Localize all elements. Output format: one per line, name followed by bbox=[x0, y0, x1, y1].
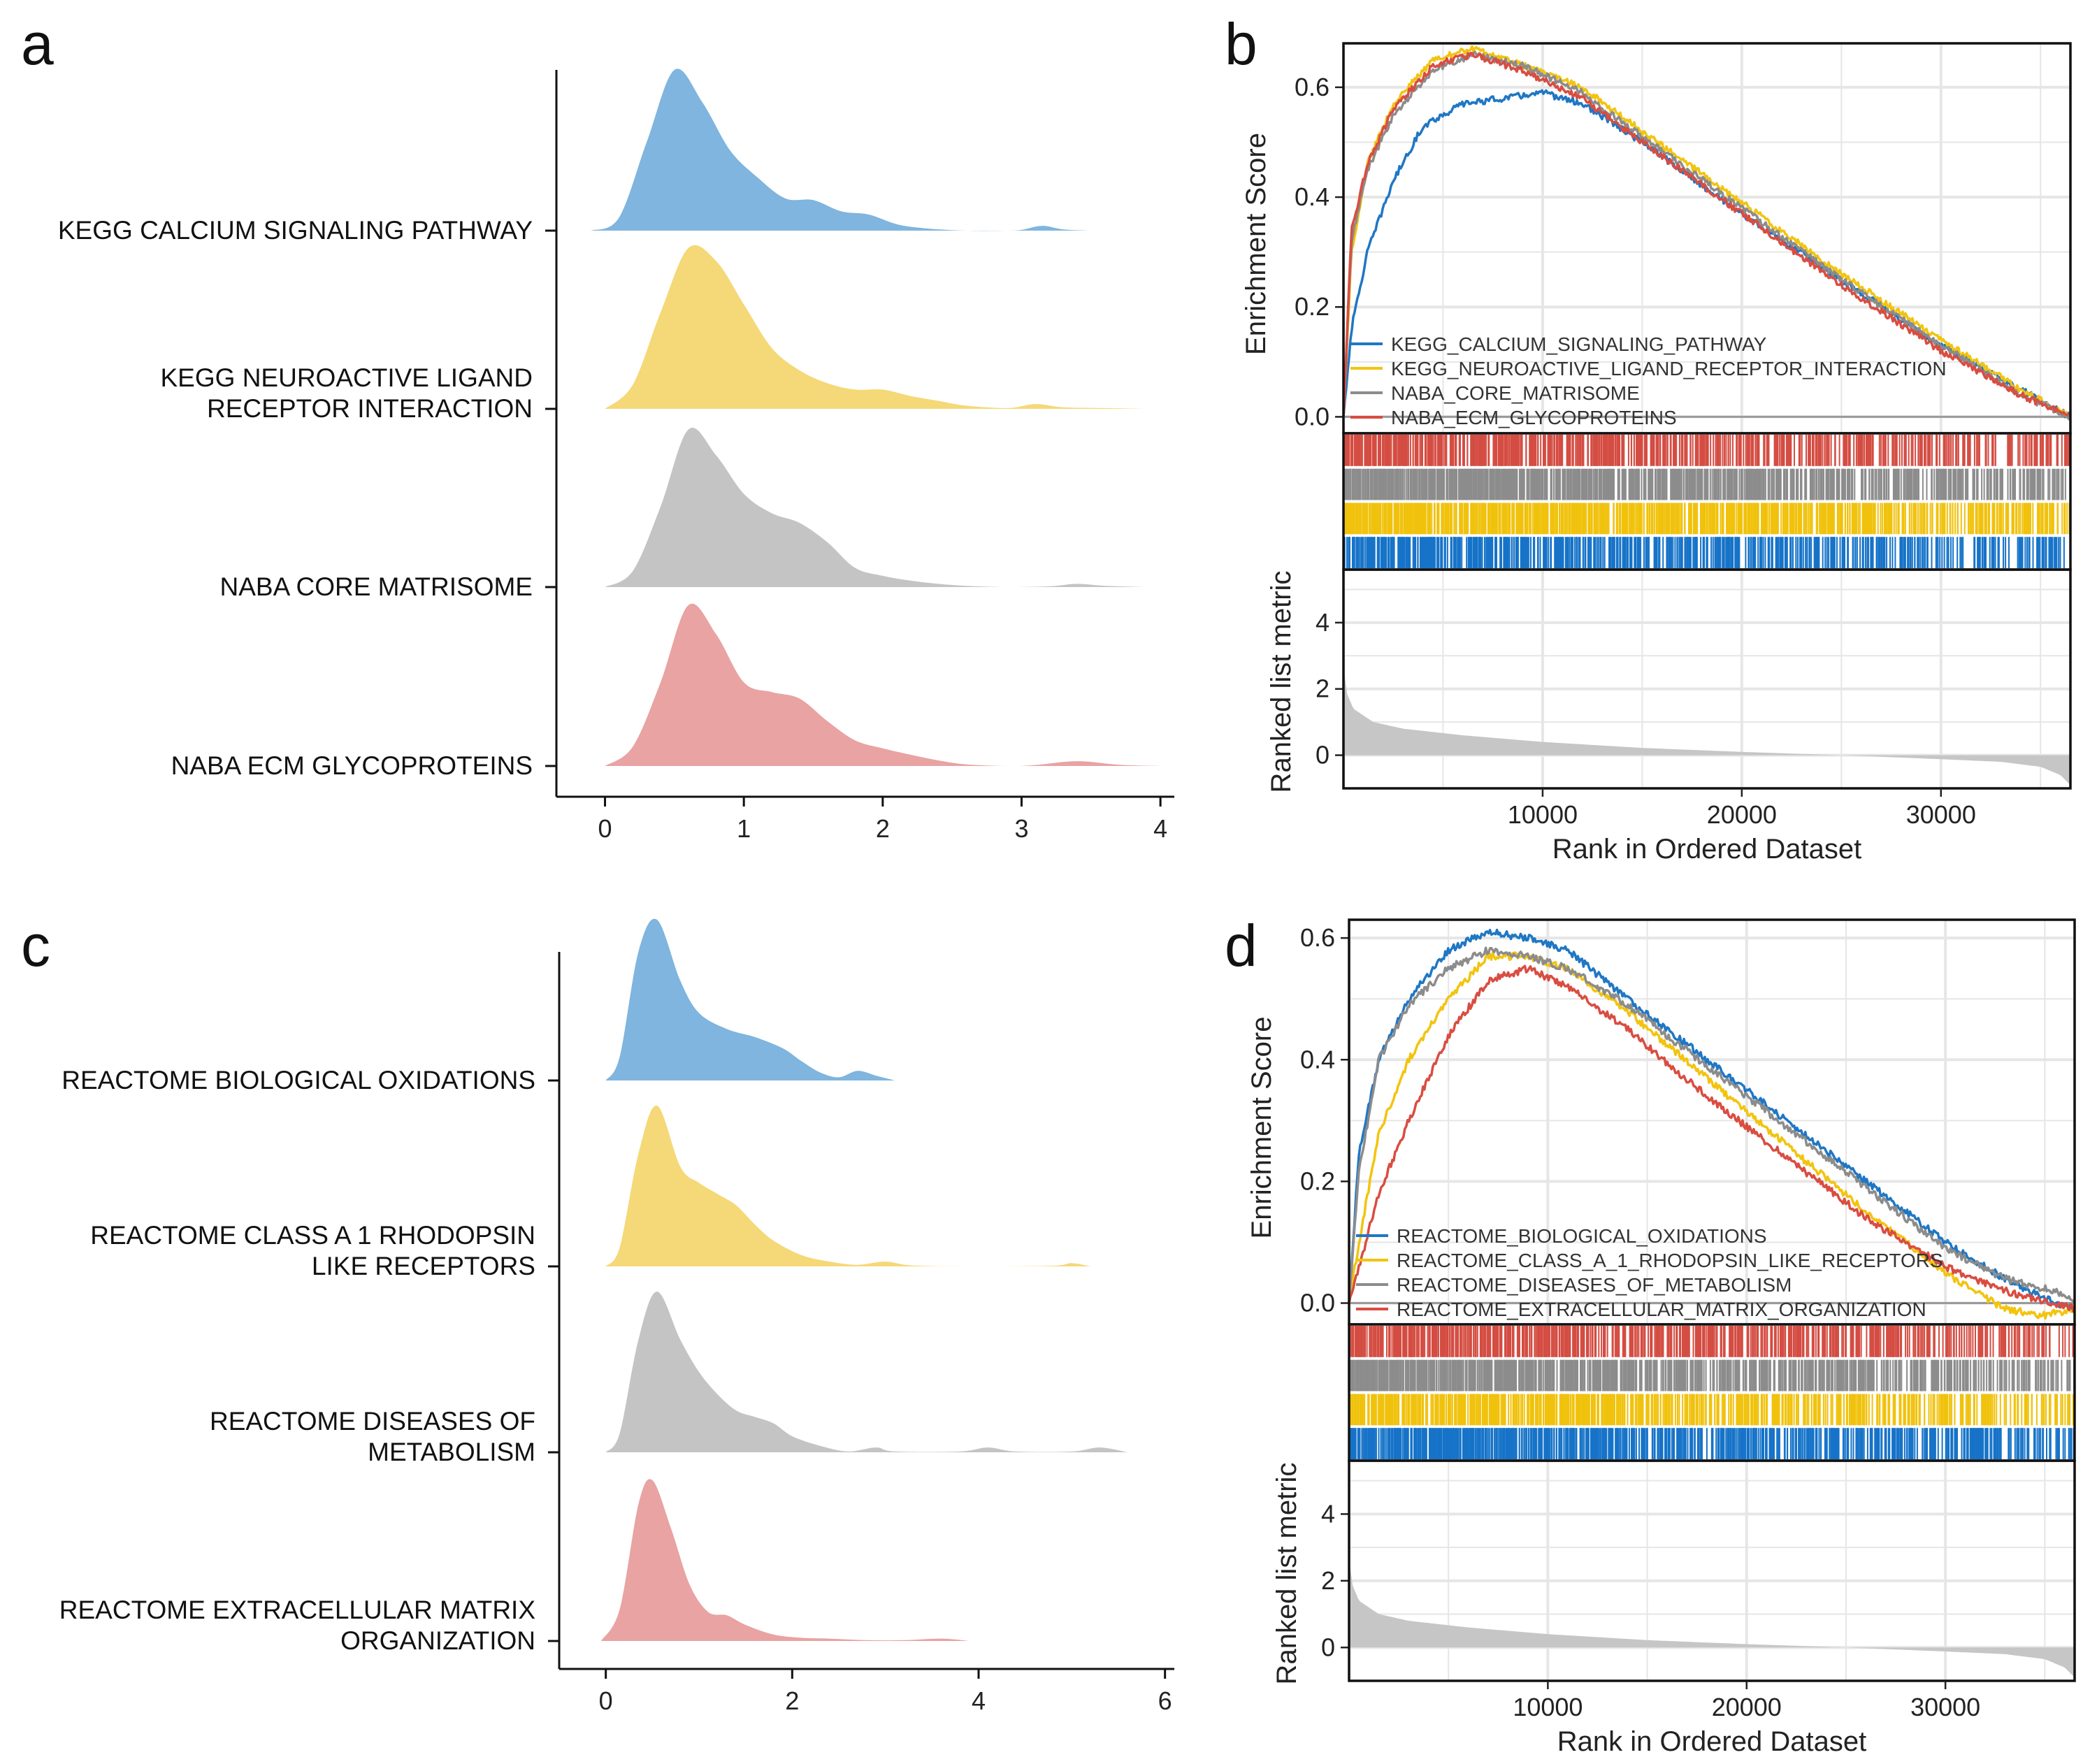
panel-letter-d: d bbox=[1225, 913, 1257, 978]
ridge-group bbox=[605, 1105, 1090, 1266]
x-tick-label: 6 bbox=[1158, 1686, 1172, 1715]
ridgeline-panel-c: 0 2 4 6 REACTOME BIOLOGICAL OXIDATIONS REACTO… bbox=[59, 918, 1174, 1715]
density-ridge bbox=[605, 245, 1147, 409]
legend-label: REACTOME_CLASS_A_1_RHODOPSIN_LIKE_RECEPT… bbox=[1397, 1250, 1943, 1271]
metric-y-axis-title: Ranked list metric bbox=[1266, 571, 1297, 793]
category-label: KEGG CALCIUM SIGNALING PATHWAY bbox=[58, 216, 533, 245]
x-tick-label: 30000 bbox=[1906, 800, 1976, 829]
es-plot-area bbox=[1349, 920, 2075, 1324]
es-y-axis-title: Enrichment Score bbox=[1241, 133, 1271, 355]
metric-y-tick-label: 0 bbox=[1316, 741, 1329, 769]
es-plot-area bbox=[1343, 43, 2070, 433]
barcode-row bbox=[1343, 468, 2071, 500]
x-tick-label: 0 bbox=[598, 814, 612, 843]
legend-label: NABA_CORE_MATRISOME bbox=[1391, 382, 1640, 404]
legend-label: NABA_ECM_GLYCOPROTEINS bbox=[1391, 407, 1677, 428]
density-ridge bbox=[605, 1105, 1090, 1266]
es-y-tick-label: 0.6 bbox=[1300, 923, 1335, 952]
category-label: METABOLISM bbox=[368, 1438, 535, 1466]
barcode-row bbox=[1344, 435, 2071, 466]
barcode-row bbox=[1342, 503, 2070, 535]
density-ridge bbox=[605, 427, 1147, 588]
legend-label: KEGG_NEUROACTIVE_LIGAND_RECEPTOR_INTERAC… bbox=[1391, 358, 1947, 379]
gsea-panel-b: KEGG_CALCIUM_SIGNALING_PATHWAY KEGG_NEURO… bbox=[1241, 42, 2072, 865]
es-y-tick-label: 0.4 bbox=[1295, 182, 1329, 211]
category-label: LIKE RECEPTORS bbox=[312, 1252, 535, 1280]
density-ridge bbox=[605, 1292, 1128, 1452]
es-y-tick-label: 0.0 bbox=[1295, 402, 1329, 431]
x-tick-label: 0 bbox=[599, 1686, 613, 1715]
panel-letter-c: c bbox=[21, 913, 50, 978]
ridge-group bbox=[605, 1292, 1128, 1452]
density-ridge bbox=[591, 68, 1091, 231]
x-tick-label: 1 bbox=[737, 814, 751, 843]
category-label: REACTOME EXTRACELLULAR MATRIX bbox=[59, 1596, 535, 1624]
x-tick-label: 4 bbox=[972, 1686, 986, 1715]
category-label: REACTOME DISEASES OF bbox=[210, 1407, 535, 1436]
density-ridge bbox=[605, 603, 1161, 767]
ranked-metric-area bbox=[1343, 662, 2070, 786]
es-y-tick-label: 0.2 bbox=[1295, 292, 1329, 321]
density-ridge bbox=[605, 918, 895, 1080]
barcode-row bbox=[1343, 537, 2065, 568]
ridge-group bbox=[601, 1479, 970, 1641]
gsea-panel-d: REACTOME_BIOLOGICAL_OXIDATIONS REACTOME_C… bbox=[1246, 918, 2076, 1757]
metric-y-tick-label: 2 bbox=[1316, 674, 1329, 703]
category-label: REACTOME BIOLOGICAL OXIDATIONS bbox=[62, 1066, 535, 1094]
category-label: NABA CORE MATRISOME bbox=[220, 572, 533, 601]
es-curve bbox=[1348, 951, 2076, 1320]
x-tick-label: 2 bbox=[785, 1686, 799, 1715]
es-y-tick-label: 0.4 bbox=[1300, 1045, 1335, 1073]
ridge-group bbox=[605, 427, 1147, 588]
category-label: KEGG NEUROACTIVE LIGAND bbox=[161, 363, 533, 392]
es-curve bbox=[1342, 45, 2071, 419]
barcode-row bbox=[1349, 1326, 2075, 1357]
panel-letter-a: a bbox=[21, 11, 54, 77]
es-curve bbox=[1342, 51, 2072, 418]
x-tick-label: 2 bbox=[876, 814, 890, 843]
x-tick-label: 4 bbox=[1153, 814, 1167, 843]
category-label: RECEPTOR INTERACTION bbox=[207, 394, 533, 423]
panel-letter-b: b bbox=[1225, 11, 1257, 77]
es-y-tick-label: 0.0 bbox=[1300, 1289, 1335, 1317]
ridge-group bbox=[605, 245, 1147, 409]
legend-label: REACTOME_EXTRACELLULAR_MATRIX_ORGANIZATI… bbox=[1397, 1299, 1926, 1320]
legend-label: KEGG_CALCIUM_SIGNALING_PATHWAY bbox=[1391, 333, 1767, 355]
ridge-group bbox=[605, 603, 1161, 767]
x-tick-label: 3 bbox=[1014, 814, 1028, 843]
category-label: NABA ECM GLYCOPROTEINS bbox=[171, 751, 533, 780]
es-y-axis-title: Enrichment Score bbox=[1246, 1017, 1277, 1239]
legend-label: REACTOME_BIOLOGICAL_OXIDATIONS bbox=[1397, 1225, 1767, 1247]
barcode-row bbox=[1348, 1359, 2075, 1391]
ridge-group bbox=[591, 68, 1091, 231]
es-y-tick-label: 0.6 bbox=[1295, 73, 1329, 101]
es-curve bbox=[1348, 946, 2076, 1304]
x-tick-label: 10000 bbox=[1508, 800, 1578, 829]
ridgeline-panel-a: 0 1 2 3 4 KEGG CALCIUM SIGNALING PATHWAY KEGG … bbox=[58, 68, 1174, 843]
barcode-row bbox=[1348, 1428, 2075, 1459]
density-ridge bbox=[601, 1479, 970, 1641]
x-axis-title: Rank in Ordered Dataset bbox=[1552, 834, 1861, 865]
x-tick-label: 20000 bbox=[1707, 800, 1777, 829]
metric-panel-border bbox=[1342, 568, 2072, 790]
es-curve bbox=[1348, 964, 2076, 1313]
metric-y-tick-label: 4 bbox=[1316, 608, 1329, 637]
category-label: REACTOME CLASS A 1 RHODOPSIN bbox=[90, 1221, 535, 1250]
legend-label: REACTOME_DISEASES_OF_METABOLISM bbox=[1397, 1274, 1792, 1296]
ridge-group bbox=[605, 918, 895, 1080]
category-label: ORGANIZATION bbox=[340, 1626, 535, 1655]
es-curve bbox=[1348, 928, 2076, 1313]
es-y-tick-label: 0.2 bbox=[1300, 1166, 1335, 1195]
